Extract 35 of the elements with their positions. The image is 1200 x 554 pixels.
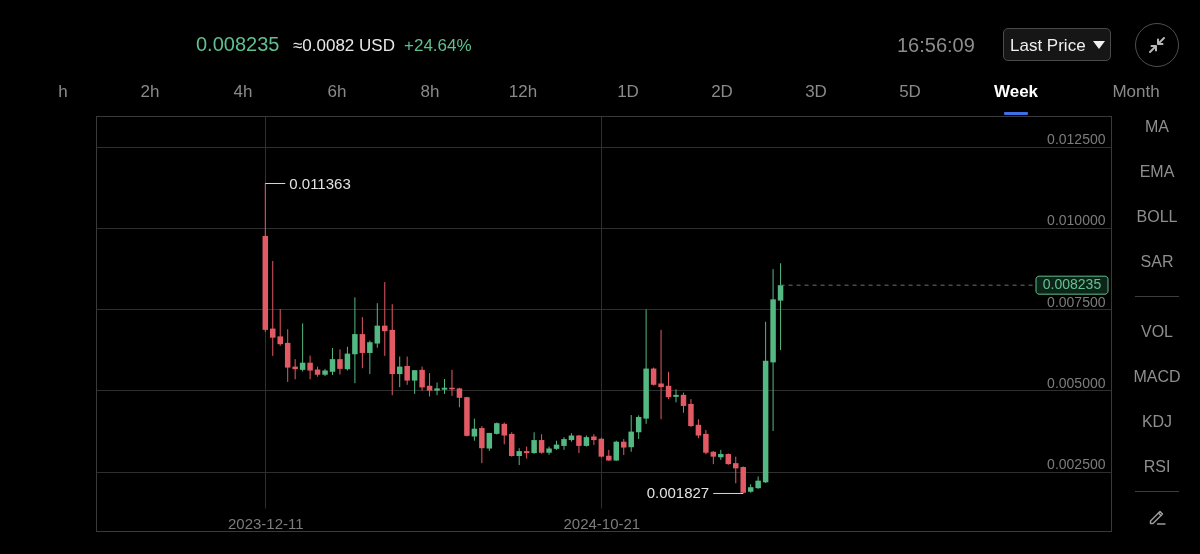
text: MA bbox=[1145, 118, 1169, 135]
text: BOLL bbox=[1136, 208, 1178, 225]
text: 1D bbox=[617, 81, 639, 101]
y-tick-label: 0.012500 bbox=[1047, 131, 1106, 148]
text: ≈0.0082 USD bbox=[293, 35, 395, 55]
text: 3D bbox=[805, 81, 827, 101]
text: EMA bbox=[1139, 163, 1175, 180]
y-tick-label: 0.005000 bbox=[1047, 374, 1106, 391]
x-tick-label: 2023-12-11 bbox=[227, 514, 304, 532]
text: 2D bbox=[711, 81, 733, 101]
text: KDJ bbox=[1141, 413, 1173, 430]
annotation: 0.011363 bbox=[289, 174, 351, 192]
text: 6h bbox=[327, 81, 347, 101]
text: +24.64% bbox=[404, 35, 472, 55]
text: 0.008235 bbox=[196, 33, 280, 55]
text: 12h bbox=[508, 81, 538, 101]
dropdown-button: Last Price bbox=[1003, 28, 1111, 61]
y-tick-label: 0.002500 bbox=[1047, 456, 1106, 473]
text: Month bbox=[1112, 81, 1160, 101]
text: h bbox=[58, 81, 68, 101]
text: RSI bbox=[1143, 458, 1171, 475]
text: VOL bbox=[1140, 323, 1174, 340]
x-tick-label: 2024-10-21 bbox=[563, 514, 641, 532]
text: 5D bbox=[899, 81, 921, 101]
text: 8h bbox=[420, 81, 440, 101]
text: MACD bbox=[1133, 368, 1181, 385]
text: Week bbox=[993, 81, 1039, 101]
text: 4h bbox=[233, 81, 253, 101]
text: 2h bbox=[140, 81, 160, 101]
text: 16:56:09 bbox=[897, 34, 975, 56]
y-tick-label: 0.007500 bbox=[1047, 293, 1106, 310]
annotation: 0.001827 bbox=[646, 484, 710, 502]
ref-line-label: 0.008235 bbox=[1042, 276, 1102, 293]
text: SAR bbox=[1140, 253, 1174, 270]
y-tick-label: 0.010000 bbox=[1047, 212, 1106, 229]
